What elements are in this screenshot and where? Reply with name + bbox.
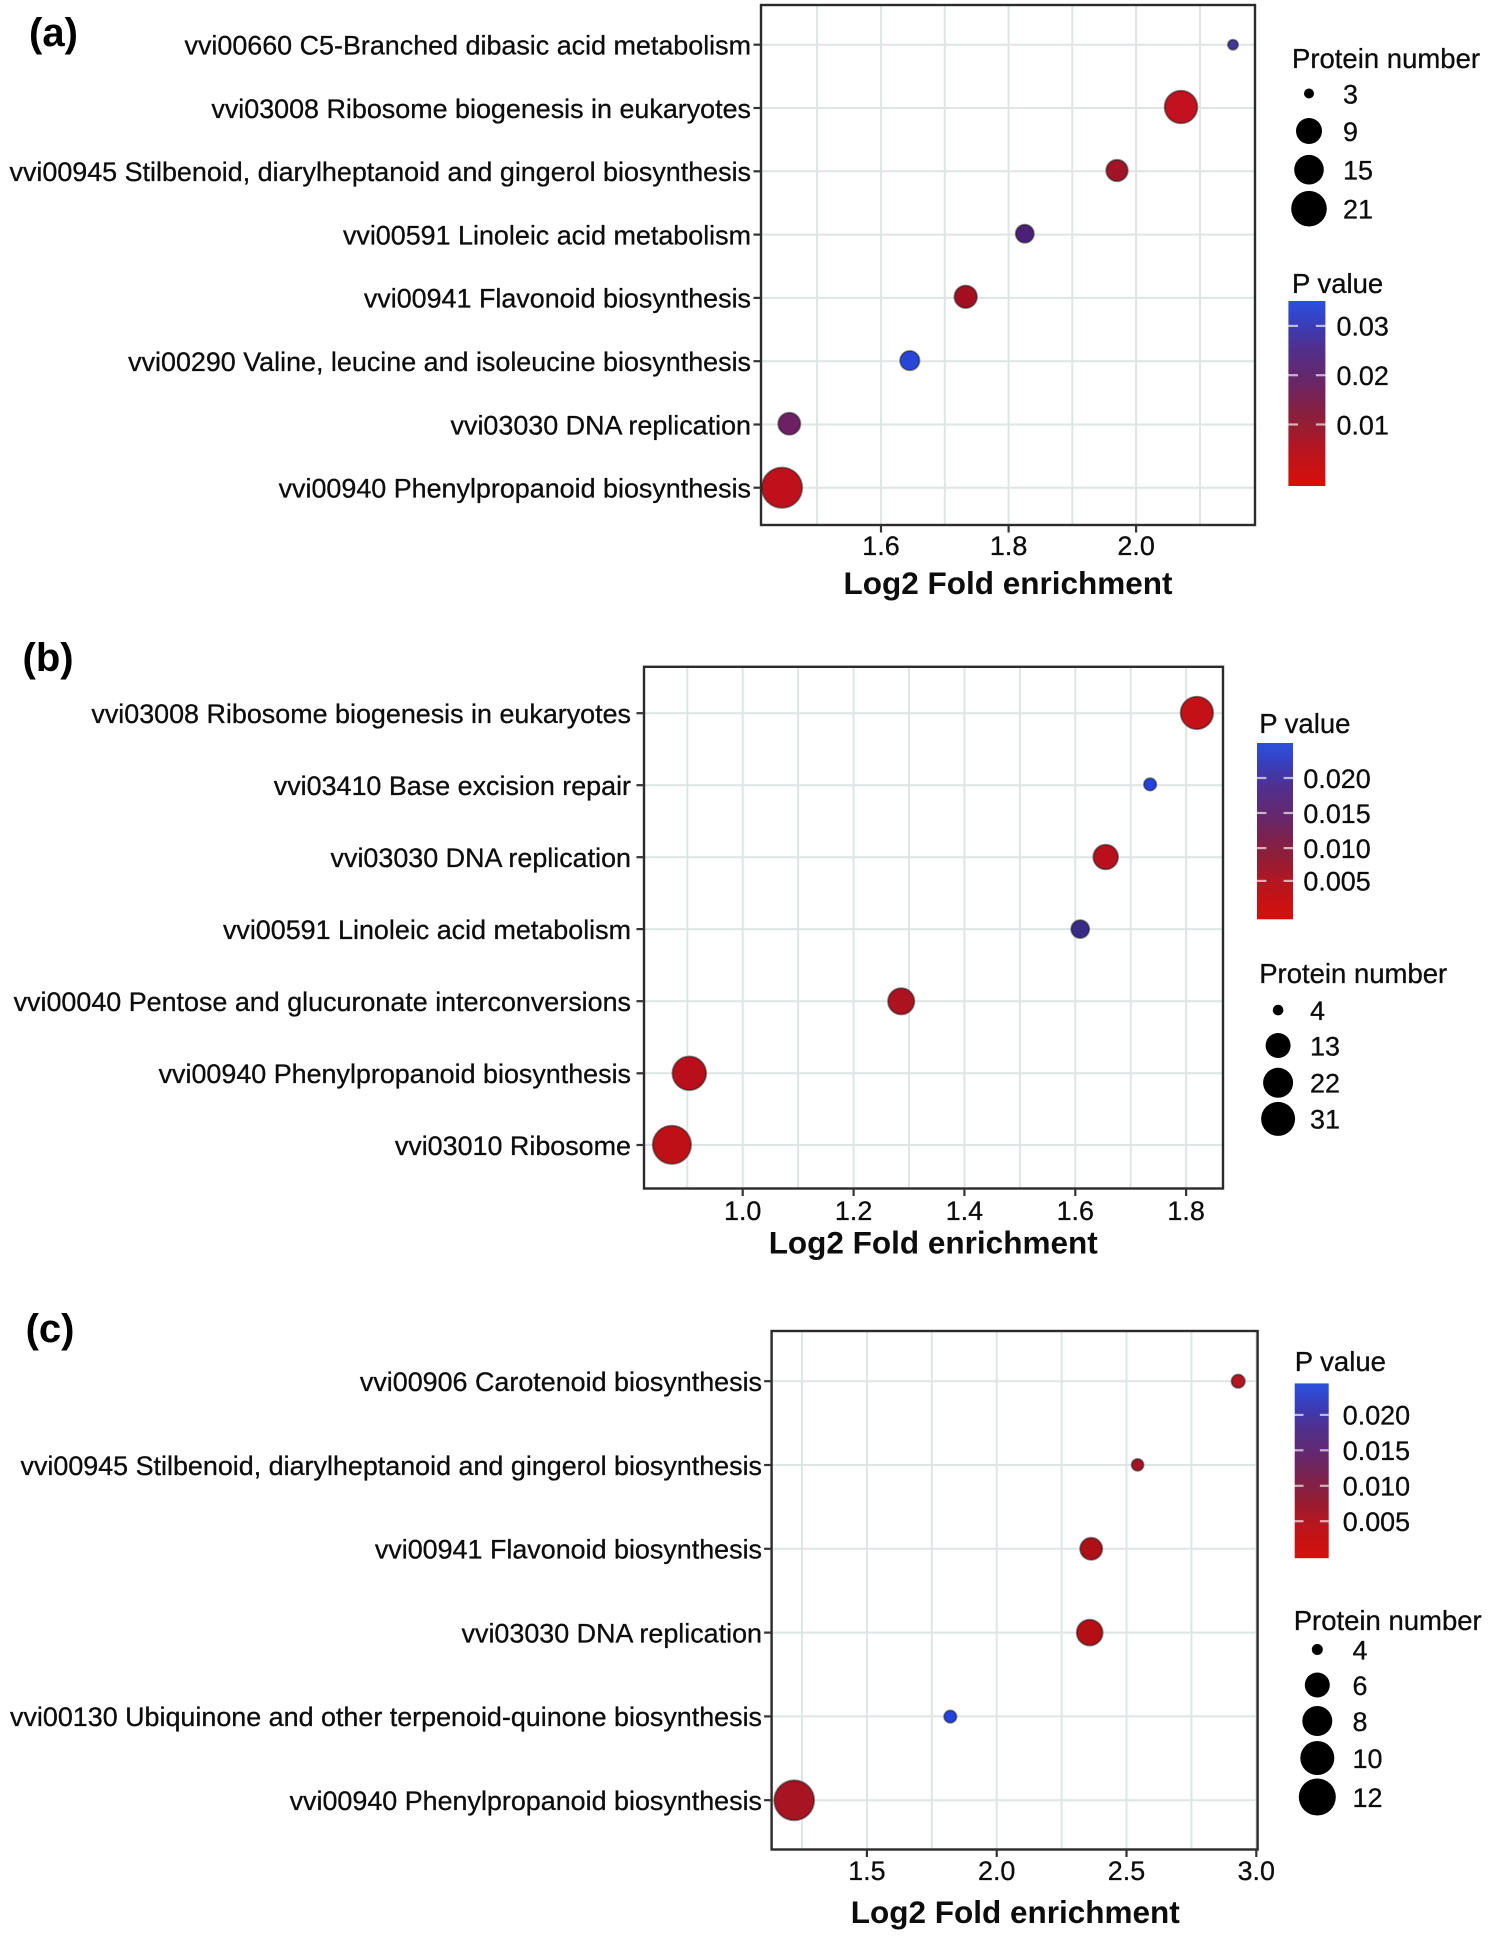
svg-text:31: 31 [1310,1105,1340,1135]
svg-text:Log2 Fold enrichment: Log2 Fold enrichment [851,1894,1181,1930]
svg-text:0.015: 0.015 [1343,1436,1410,1466]
svg-text:22: 22 [1310,1069,1340,1099]
svg-text:Protein number: Protein number [1259,958,1447,989]
svg-text:13: 13 [1310,1031,1340,1061]
svg-text:vvi00940 Phenylpropanoid biosy: vvi00940 Phenylpropanoid biosynthesis [279,474,751,504]
svg-text:0.01: 0.01 [1337,410,1389,440]
svg-text:2.5: 2.5 [1108,1856,1145,1886]
svg-text:(b): (b) [23,636,74,680]
svg-text:(c): (c) [26,1307,75,1351]
svg-text:21: 21 [1343,195,1373,225]
svg-text:vvi03030 DNA replication: vvi03030 DNA replication [331,843,631,873]
svg-text:Protein number: Protein number [1292,43,1480,74]
svg-text:1.2: 1.2 [835,1196,872,1226]
svg-text:0.020: 0.020 [1343,1401,1410,1431]
svg-text:vvi00906 Carotenoid biosynthes: vvi00906 Carotenoid biosynthesis [360,1367,762,1397]
svg-text:1.6: 1.6 [862,531,899,561]
svg-text:vvi00940 Phenylpropanoid biosy: vvi00940 Phenylpropanoid biosynthesis [159,1059,631,1089]
svg-text:3: 3 [1343,79,1358,109]
svg-text:vvi00940 Phenylpropanoid biosy: vvi00940 Phenylpropanoid biosynthesis [290,1786,762,1816]
svg-text:vvi03010 Ribosome: vvi03010 Ribosome [395,1131,631,1161]
svg-text:vvi03008 Ribosome biogenesis i: vvi03008 Ribosome biogenesis in eukaryot… [91,699,631,729]
svg-text:0.02: 0.02 [1337,361,1389,391]
svg-text:1.8: 1.8 [1167,1196,1204,1226]
svg-text:1.8: 1.8 [990,531,1027,561]
svg-text:Protein number: Protein number [1294,1605,1482,1636]
svg-text:vvi03410 Base excision repair: vvi03410 Base excision repair [274,771,631,801]
svg-text:vvi03030 DNA replication: vvi03030 DNA replication [451,410,751,440]
svg-text:12: 12 [1353,1783,1383,1813]
svg-text:10: 10 [1353,1744,1383,1774]
svg-text:0.03: 0.03 [1337,312,1389,342]
svg-text:0.010: 0.010 [1303,834,1370,864]
svg-text:vvi00945 Stilbenoid, diarylhep: vvi00945 Stilbenoid, diarylheptanoid and… [21,1451,763,1481]
svg-text:P value: P value [1295,1346,1386,1377]
svg-text:vvi00660 C5-Branched dibasic a: vvi00660 C5-Branched dibasic acid metabo… [185,31,752,61]
svg-text:4: 4 [1353,1635,1368,1665]
svg-text:4: 4 [1310,996,1325,1026]
svg-text:0.005: 0.005 [1343,1507,1410,1537]
svg-text:8: 8 [1353,1707,1368,1737]
svg-text:3.0: 3.0 [1238,1856,1275,1886]
svg-text:vvi00941 Flavonoid biosynthesi: vvi00941 Flavonoid biosynthesis [364,284,751,314]
svg-text:Log2 Fold enrichment: Log2 Fold enrichment [843,565,1173,601]
svg-text:P value: P value [1292,268,1383,299]
svg-text:vvi00040 Pentose and glucurona: vvi00040 Pentose and glucuronate interco… [14,987,631,1017]
svg-text:vvi03008 Ribosome biogenesis i: vvi03008 Ribosome biogenesis in eukaryot… [211,94,751,124]
svg-text:vvi00945 Stilbenoid, diarylhep: vvi00945 Stilbenoid, diarylheptanoid and… [10,157,752,187]
svg-text:0.015: 0.015 [1303,799,1370,829]
svg-text:P value: P value [1259,708,1350,739]
svg-text:6: 6 [1353,1671,1368,1701]
svg-text:vvi00591 Linoleic acid metabol: vvi00591 Linoleic acid metabolism [343,220,751,250]
svg-text:(a): (a) [29,11,78,55]
svg-text:0.020: 0.020 [1303,764,1370,794]
svg-text:vvi00130 Ubiquinone and other: vvi00130 Ubiquinone and other terpenoid-… [10,1702,762,1732]
svg-text:1.6: 1.6 [1057,1196,1094,1226]
svg-text:1.5: 1.5 [848,1856,885,1886]
svg-text:vvi00941 Flavonoid biosynthesi: vvi00941 Flavonoid biosynthesis [375,1535,762,1565]
svg-text:2.0: 2.0 [1117,531,1154,561]
svg-text:vvi00591 Linoleic acid metabol: vvi00591 Linoleic acid metabolism [223,915,631,945]
svg-text:15: 15 [1343,156,1373,186]
svg-text:0.010: 0.010 [1343,1472,1410,1502]
svg-text:1.4: 1.4 [946,1196,983,1226]
svg-text:vvi00290 Valine, leucine and i: vvi00290 Valine, leucine and isoleucine … [128,347,751,377]
svg-text:2.0: 2.0 [978,1856,1015,1886]
svg-text:1.0: 1.0 [724,1196,761,1226]
svg-text:0.005: 0.005 [1303,867,1370,897]
svg-text:vvi03030 DNA replication: vvi03030 DNA replication [462,1618,762,1648]
svg-text:Log2 Fold enrichment: Log2 Fold enrichment [769,1225,1099,1261]
svg-text:9: 9 [1343,117,1358,147]
